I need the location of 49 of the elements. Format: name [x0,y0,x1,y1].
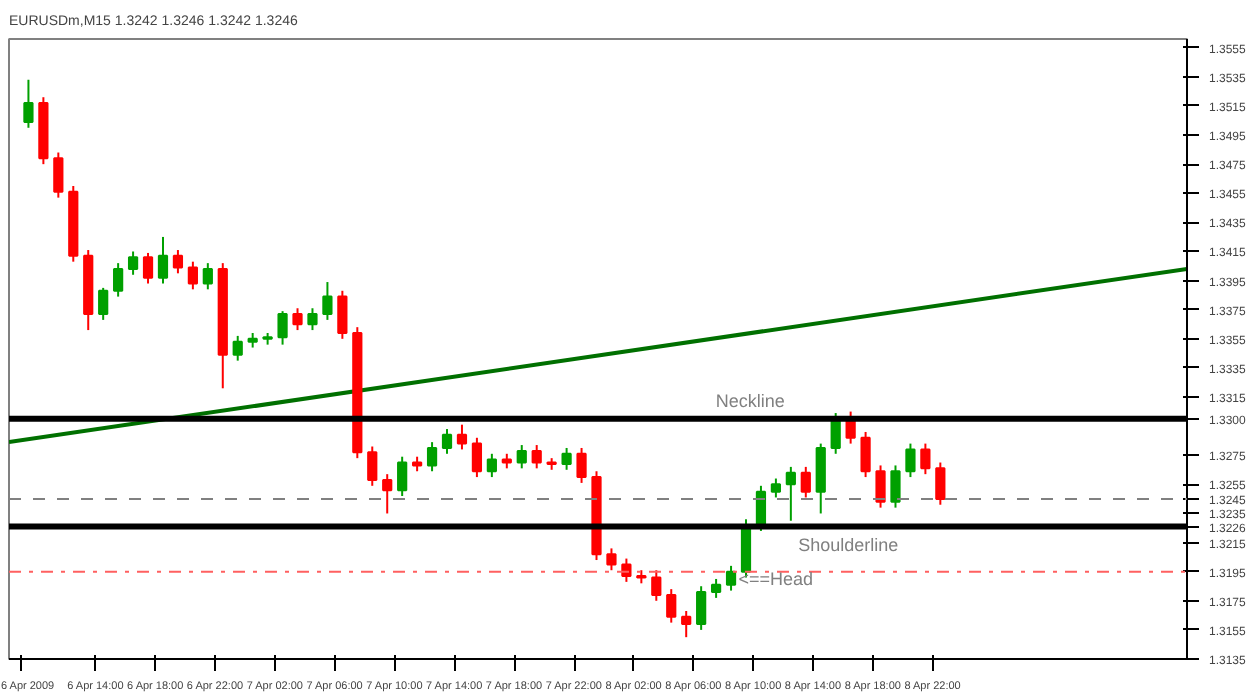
candlestick [277,310,288,346]
candlestick [860,430,871,479]
candlestick [681,609,692,639]
candlestick [920,442,931,476]
candlestick [800,465,811,499]
candlestick [486,452,497,479]
candlestick [471,436,483,479]
candlestick [606,547,617,572]
candlestick [426,441,438,473]
candlestick [113,262,124,298]
ref-line-label: Neckline [715,390,785,411]
candlestick [561,446,572,471]
candlestick [382,473,393,515]
candlestick [785,465,796,522]
candlestick [516,444,527,470]
candlestick [307,307,318,332]
candlestick [53,151,64,199]
candlestick [710,577,722,599]
candlestick [142,251,154,285]
candlestick [292,307,303,332]
candlestick [367,445,378,487]
candlestick [127,250,139,276]
candlestick [875,464,886,509]
candlestick [23,78,34,129]
candlestick [621,557,632,583]
candlestick [98,286,109,321]
annotation: <==Head [738,568,814,589]
candlestick [187,260,198,291]
candlestick [905,442,916,479]
candlestick [696,585,707,631]
candlestick [456,423,468,451]
candlestick [890,464,901,509]
candlestick [322,281,333,321]
candlestick [337,289,348,340]
candlestick [815,442,826,515]
candlestick [232,334,243,362]
candlestick [935,461,946,506]
candlestick [576,446,587,484]
candlestick [651,569,662,602]
candlestick [666,588,677,624]
candlestick [770,477,782,499]
candlestick [202,262,213,291]
candlestick [531,444,542,470]
candlestick [725,564,737,592]
candlestick [397,455,408,497]
candlestick [157,235,169,285]
candlestick [441,428,453,455]
ref-line-label: Shoulderline [798,534,899,555]
candlestick [172,249,184,275]
